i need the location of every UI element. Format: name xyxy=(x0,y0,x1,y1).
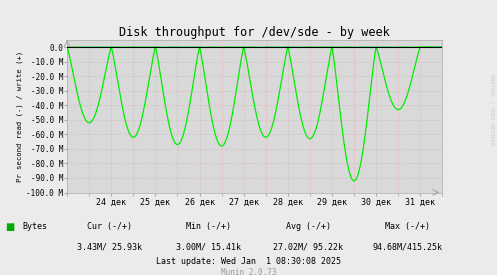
Text: 3.43M/ 25.93k: 3.43M/ 25.93k xyxy=(77,243,142,252)
Text: Bytes: Bytes xyxy=(22,222,47,231)
Text: RRDTOOL / TOBI OETIKER: RRDTOOL / TOBI OETIKER xyxy=(490,74,495,146)
Text: Last update: Wed Jan  1 08:30:08 2025: Last update: Wed Jan 1 08:30:08 2025 xyxy=(156,257,341,266)
Text: 94.68M/415.25k: 94.68M/415.25k xyxy=(373,243,442,252)
Y-axis label: Pr second read (-) / write (+): Pr second read (-) / write (+) xyxy=(17,51,23,182)
Text: 27.02M/ 95.22k: 27.02M/ 95.22k xyxy=(273,243,343,252)
Text: Avg (-/+): Avg (-/+) xyxy=(286,222,331,231)
Text: Cur (-/+): Cur (-/+) xyxy=(87,222,132,231)
Text: ■: ■ xyxy=(5,222,14,232)
Text: 3.00M/ 15.41k: 3.00M/ 15.41k xyxy=(176,243,241,252)
Text: Munin 2.0.73: Munin 2.0.73 xyxy=(221,268,276,275)
Text: Max (-/+): Max (-/+) xyxy=(385,222,430,231)
Text: Min (-/+): Min (-/+) xyxy=(186,222,231,231)
Title: Disk throughput for /dev/sde - by week: Disk throughput for /dev/sde - by week xyxy=(119,26,390,39)
